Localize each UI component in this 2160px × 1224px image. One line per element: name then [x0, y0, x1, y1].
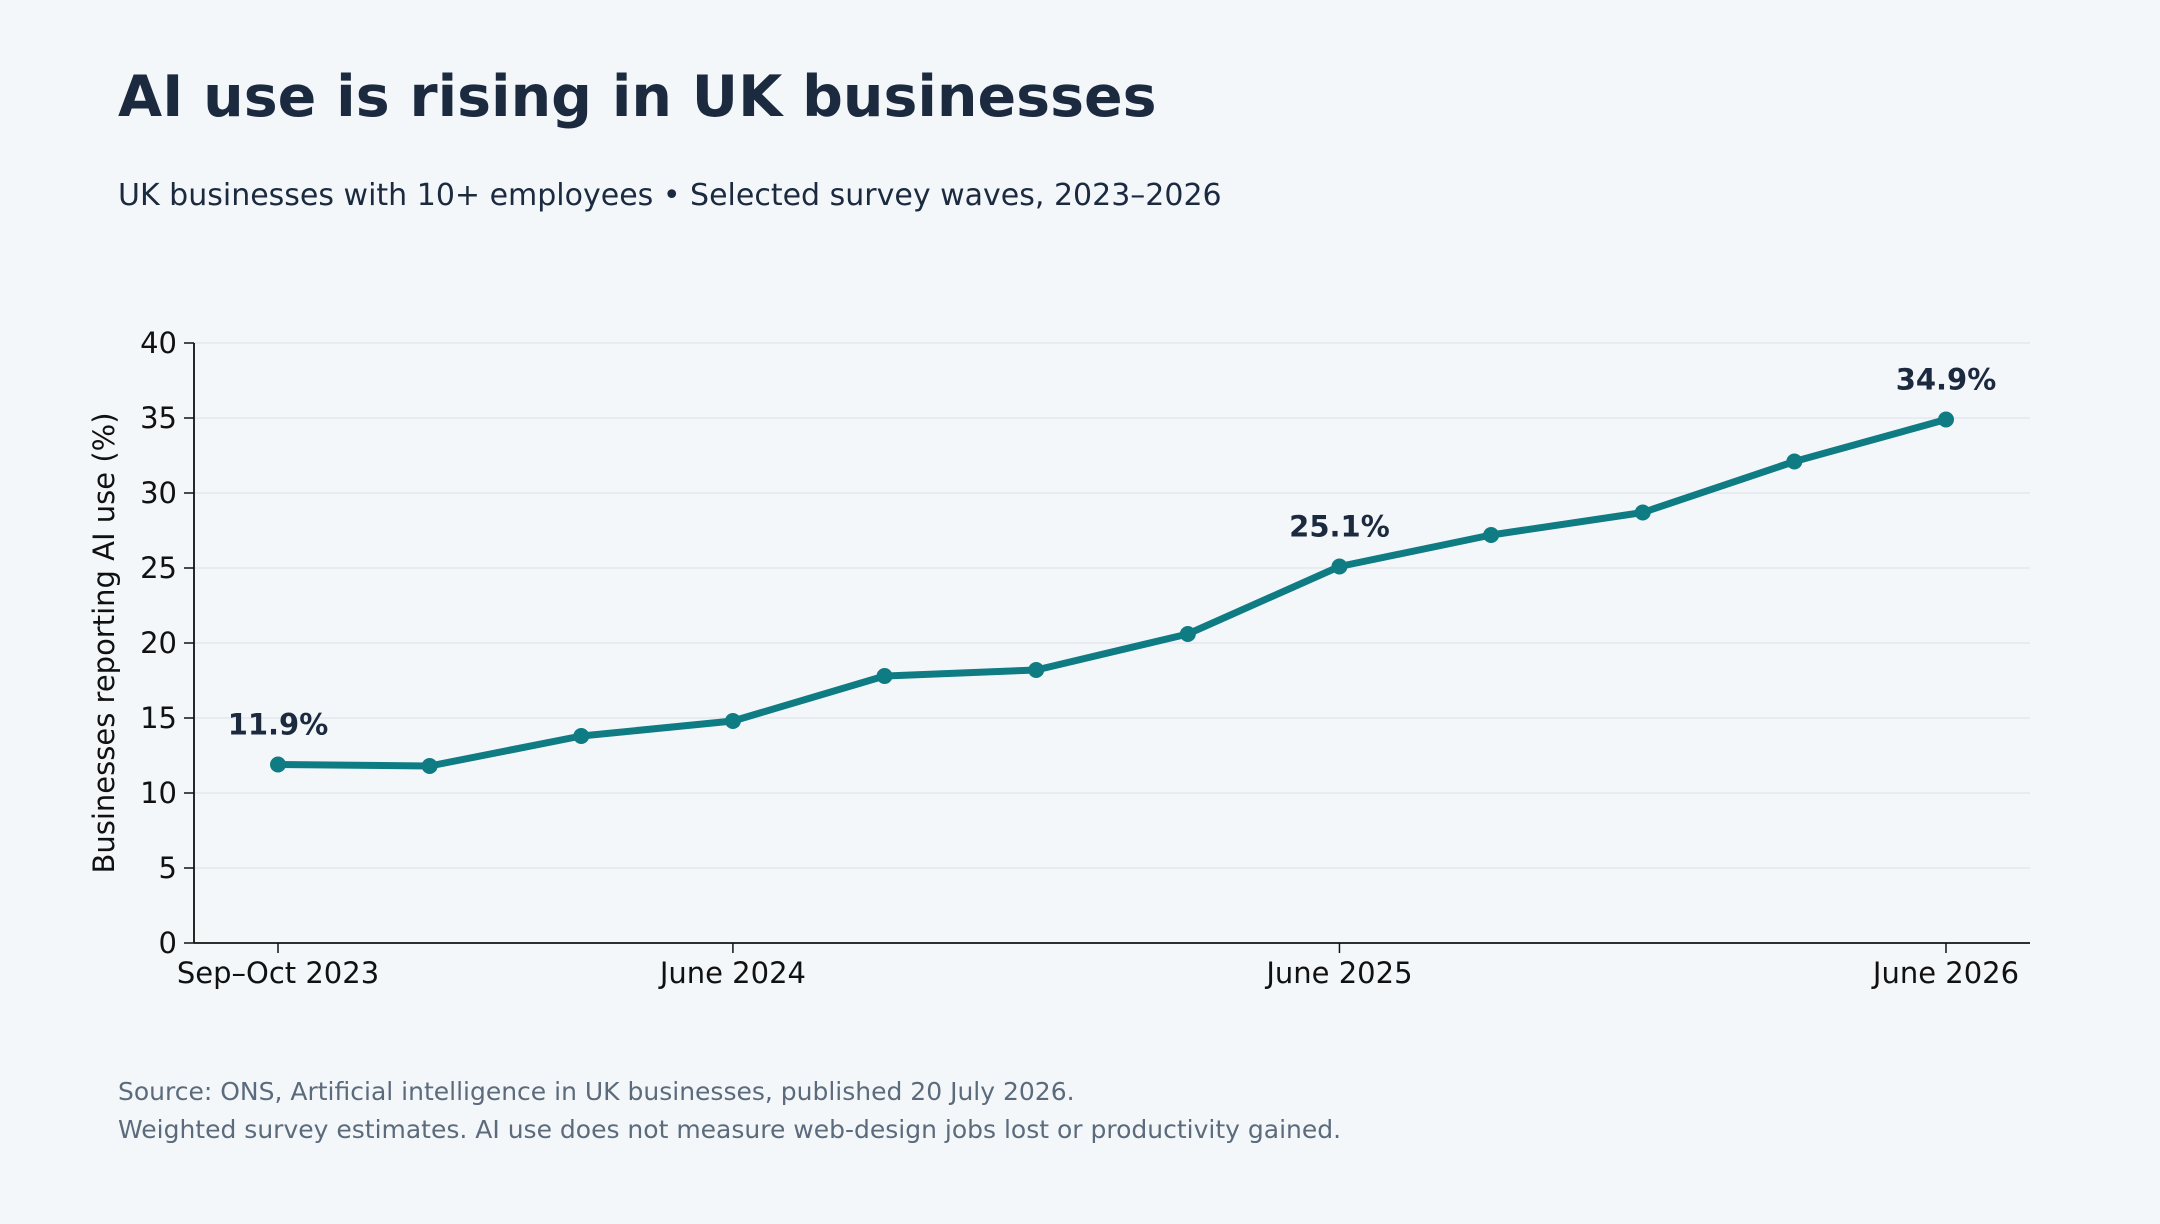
data-labels: 11.9% 25.1% 34.9% [228, 363, 1997, 742]
methodology-note: Weighted survey estimates. AI use does n… [118, 1115, 1342, 1144]
page-subtitle: UK businesses with 10+ employees • Selec… [118, 178, 1222, 213]
y-tick-label: 30 [140, 476, 177, 510]
y-tick-label: 15 [140, 701, 177, 735]
y-tick-label: 10 [140, 776, 177, 810]
data-point [1179, 626, 1196, 642]
data-label: 34.9% [1896, 363, 1997, 397]
data-point [270, 756, 286, 773]
y-tick-label: 0 [159, 926, 177, 960]
gridlines [194, 342, 2030, 869]
series-ai-use [270, 411, 1954, 774]
data-point [724, 713, 741, 729]
y-axis-label: Businesses reporting AI use (%) [87, 412, 121, 873]
data-point [876, 668, 893, 684]
series-line [274, 416, 1950, 770]
data-point [1483, 527, 1500, 543]
x-tick-label: June 2024 [658, 956, 806, 990]
page-title: AI use is rising in UK businesses [118, 64, 1157, 130]
data-label: 25.1% [1289, 510, 1390, 544]
axes: 0 5 10 15 20 25 30 35 40 Sep–Oct 2023 June 2024 Jun… [140, 326, 2030, 990]
x-tick-label: June 2026 [1871, 956, 2019, 990]
data-point [1331, 558, 1348, 575]
data-point [1028, 662, 1045, 678]
x-tick-label: June 2025 [1264, 956, 1412, 990]
y-tick-label: 40 [140, 326, 177, 360]
y-tick-label: 35 [140, 401, 177, 435]
source-note: Source: ONS, Artificial intelligence in … [118, 1077, 1075, 1106]
data-point [1634, 504, 1651, 521]
data-label: 11.9% [228, 708, 329, 742]
data-point [1938, 411, 1954, 428]
y-tick-label: 5 [159, 851, 177, 885]
data-point [421, 758, 438, 774]
data-point [573, 728, 590, 744]
y-tick-label: 20 [140, 626, 177, 660]
x-tick-label: Sep–Oct 2023 [177, 956, 379, 990]
y-tick-label: 25 [140, 551, 177, 585]
data-point [1786, 453, 1803, 470]
